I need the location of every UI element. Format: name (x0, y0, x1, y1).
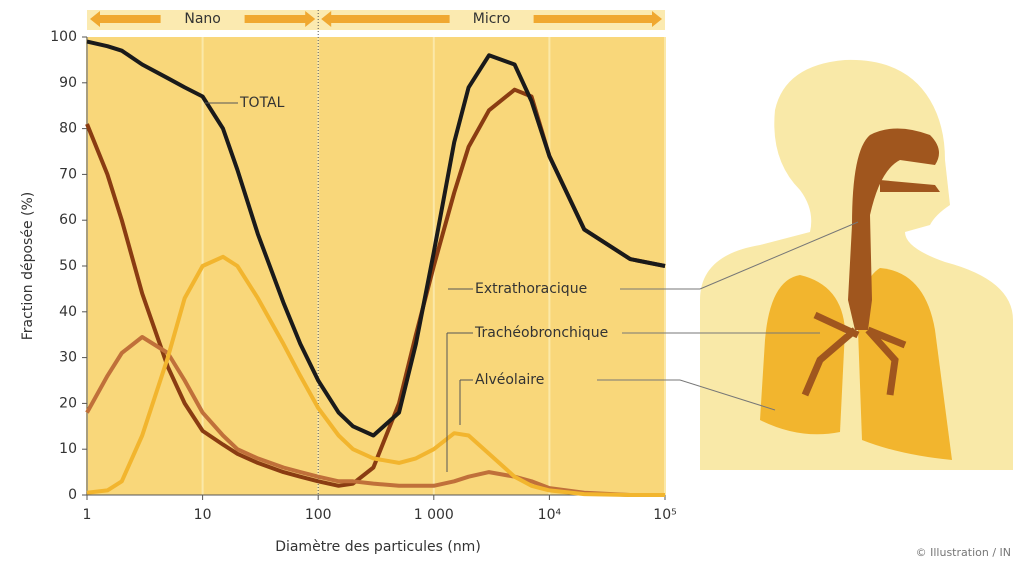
y-tick-label: 70 (59, 166, 77, 182)
x-tick-label: 100 (305, 507, 332, 523)
y-tick-label: 60 (59, 212, 77, 228)
legend-label: Extrathoracique (475, 281, 587, 297)
y-tick-label: 0 (68, 487, 77, 503)
x-tick-label: 1 (83, 507, 92, 523)
legend-label: Alvéolaire (475, 372, 544, 388)
x-axis-title: Diamètre des particules (nm) (275, 539, 481, 555)
legend-label: Trachéobronchique (474, 325, 608, 341)
credit: © Illustration / IN (916, 546, 1011, 559)
body-illustration (700, 60, 1013, 470)
legend-label: TOTAL (239, 95, 285, 111)
x-tick-label: 10⁵ (653, 507, 676, 523)
page: {"chart_data": { "type": "line", "x_labe… (0, 0, 1013, 566)
y-tick-label: 100 (50, 29, 77, 45)
y-tick-label: 40 (59, 304, 77, 320)
plot-background (87, 37, 665, 495)
x-tick-label: 10⁴ (538, 507, 562, 523)
y-tick-label: 50 (59, 258, 77, 274)
y-tick-label: 90 (59, 75, 77, 91)
x-tick-label: 10 (194, 507, 212, 523)
chart: © Illustration / IN Diamètre des particu… (0, 0, 1013, 566)
region-label: Micro (473, 11, 511, 27)
y-axis-title: Fraction déposée (%) (20, 192, 36, 340)
x-tick-label: 1 000 (414, 507, 454, 523)
y-tick-label: 10 (59, 441, 77, 457)
y-tick-label: 20 (59, 395, 77, 411)
y-tick-label: 30 (59, 350, 77, 366)
region-label: Nano (184, 11, 221, 27)
y-tick-label: 80 (59, 121, 77, 137)
